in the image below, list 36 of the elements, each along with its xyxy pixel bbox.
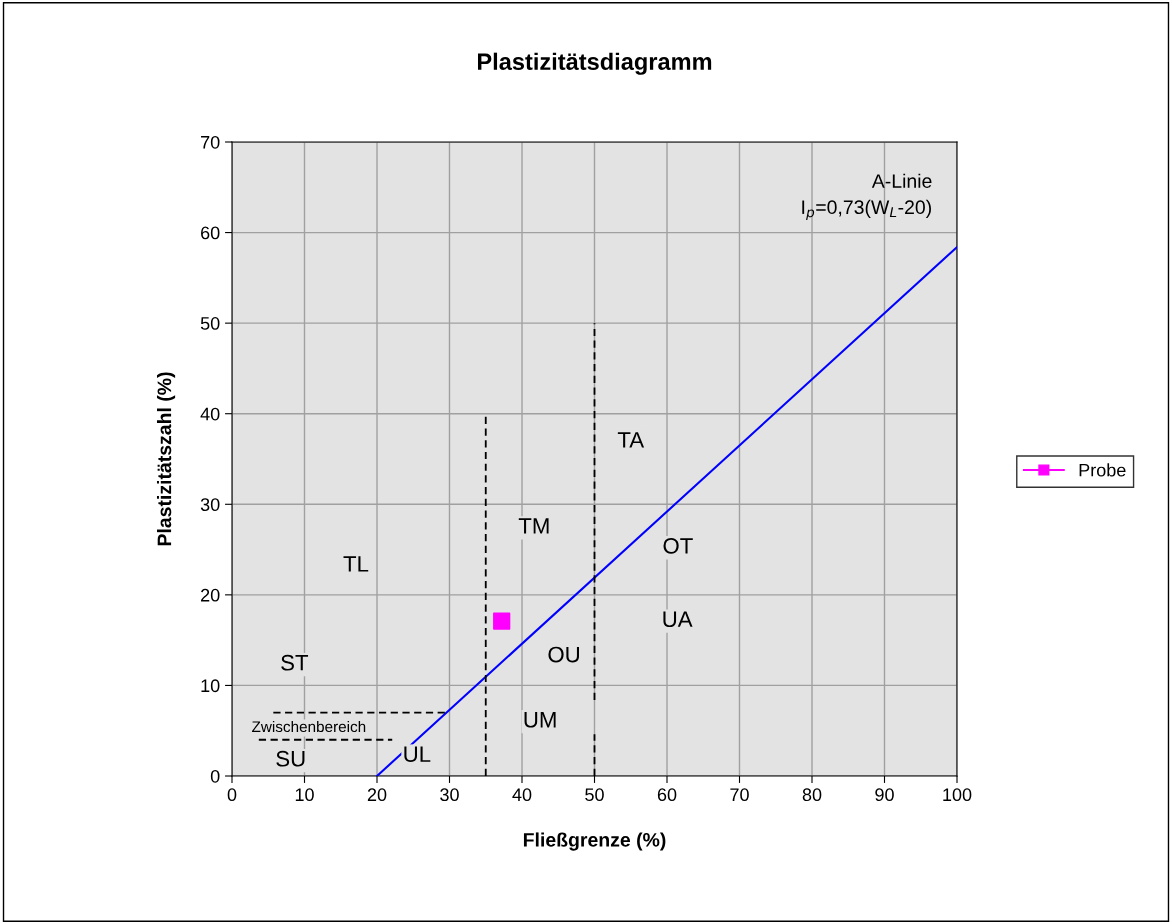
x-tick-label: 50 xyxy=(585,788,604,802)
y-tick-label: 20 xyxy=(201,588,220,602)
x-tick-label: 20 xyxy=(367,788,387,802)
y-tick-label: 50 xyxy=(200,317,220,330)
annotation: TL xyxy=(343,556,369,572)
annotation: UM xyxy=(524,712,556,728)
annotation: TM xyxy=(518,518,549,534)
x-tick-label: 10 xyxy=(295,788,314,802)
annotation: OU xyxy=(548,646,579,663)
annotation: UL xyxy=(404,746,431,763)
x-tick-label: 70 xyxy=(730,788,749,802)
annotation: ST xyxy=(281,654,309,671)
x-tick-label: 80 xyxy=(802,788,822,802)
x-tick-label: 60 xyxy=(657,788,677,802)
annotation: UA xyxy=(663,611,693,628)
y-tick-label: 60 xyxy=(201,226,220,240)
y-tick-label: 70 xyxy=(201,135,220,149)
x-tick-label: 100 xyxy=(943,788,972,802)
y-tick-label: 30 xyxy=(200,498,220,512)
x-tick-label: 0 xyxy=(227,788,237,802)
x-tick-label: 90 xyxy=(875,788,894,802)
y-tick-label: 40 xyxy=(200,407,220,421)
annotation: OT xyxy=(663,537,693,554)
annotation: A-Linie xyxy=(871,173,932,188)
annotation: Zwischenbereich xyxy=(252,720,366,733)
x-tick-label: 30 xyxy=(440,788,459,802)
x-tick-label: 40 xyxy=(512,788,532,802)
chart-title: Plastizitätsdiagramm xyxy=(477,52,712,75)
annotation: I$_{p}$=0,73(W$_{L}$-20) xyxy=(802,199,931,220)
legend-label: Probe xyxy=(1079,463,1126,477)
y-tick-label: 0 xyxy=(210,769,220,783)
annotation: TA xyxy=(617,432,645,448)
y-tick-label: 10 xyxy=(201,679,220,693)
x-axis-title: Fließgrenze (%) xyxy=(523,832,666,851)
y-axis-title: Plastizitätszahl (%) xyxy=(156,372,176,546)
annotation: SU xyxy=(276,750,305,767)
